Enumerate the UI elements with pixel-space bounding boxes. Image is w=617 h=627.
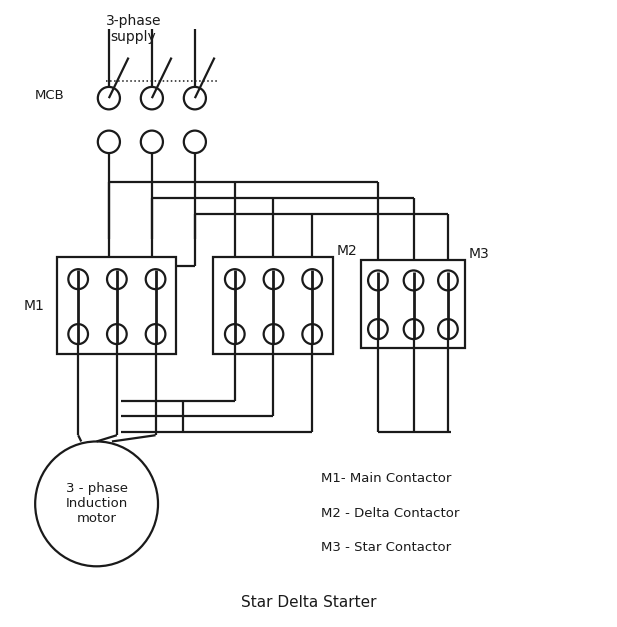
Text: M2: M2: [336, 244, 357, 258]
Text: M2 - Delta Contactor: M2 - Delta Contactor: [321, 507, 459, 520]
Bar: [361, 260, 465, 348]
Text: Star Delta Starter: Star Delta Starter: [241, 595, 376, 610]
Text: 3-phase
supply: 3-phase supply: [106, 14, 161, 44]
Bar: [57, 257, 176, 354]
Text: M1- Main Contactor: M1- Main Contactor: [321, 472, 451, 485]
Bar: [213, 257, 333, 354]
Text: M3 - Star Contactor: M3 - Star Contactor: [321, 541, 451, 554]
Text: MCB: MCB: [35, 88, 65, 102]
Text: M3: M3: [468, 247, 489, 261]
Text: 3 - phase
Induction
motor: 3 - phase Induction motor: [65, 482, 128, 525]
Text: M1: M1: [23, 298, 44, 313]
